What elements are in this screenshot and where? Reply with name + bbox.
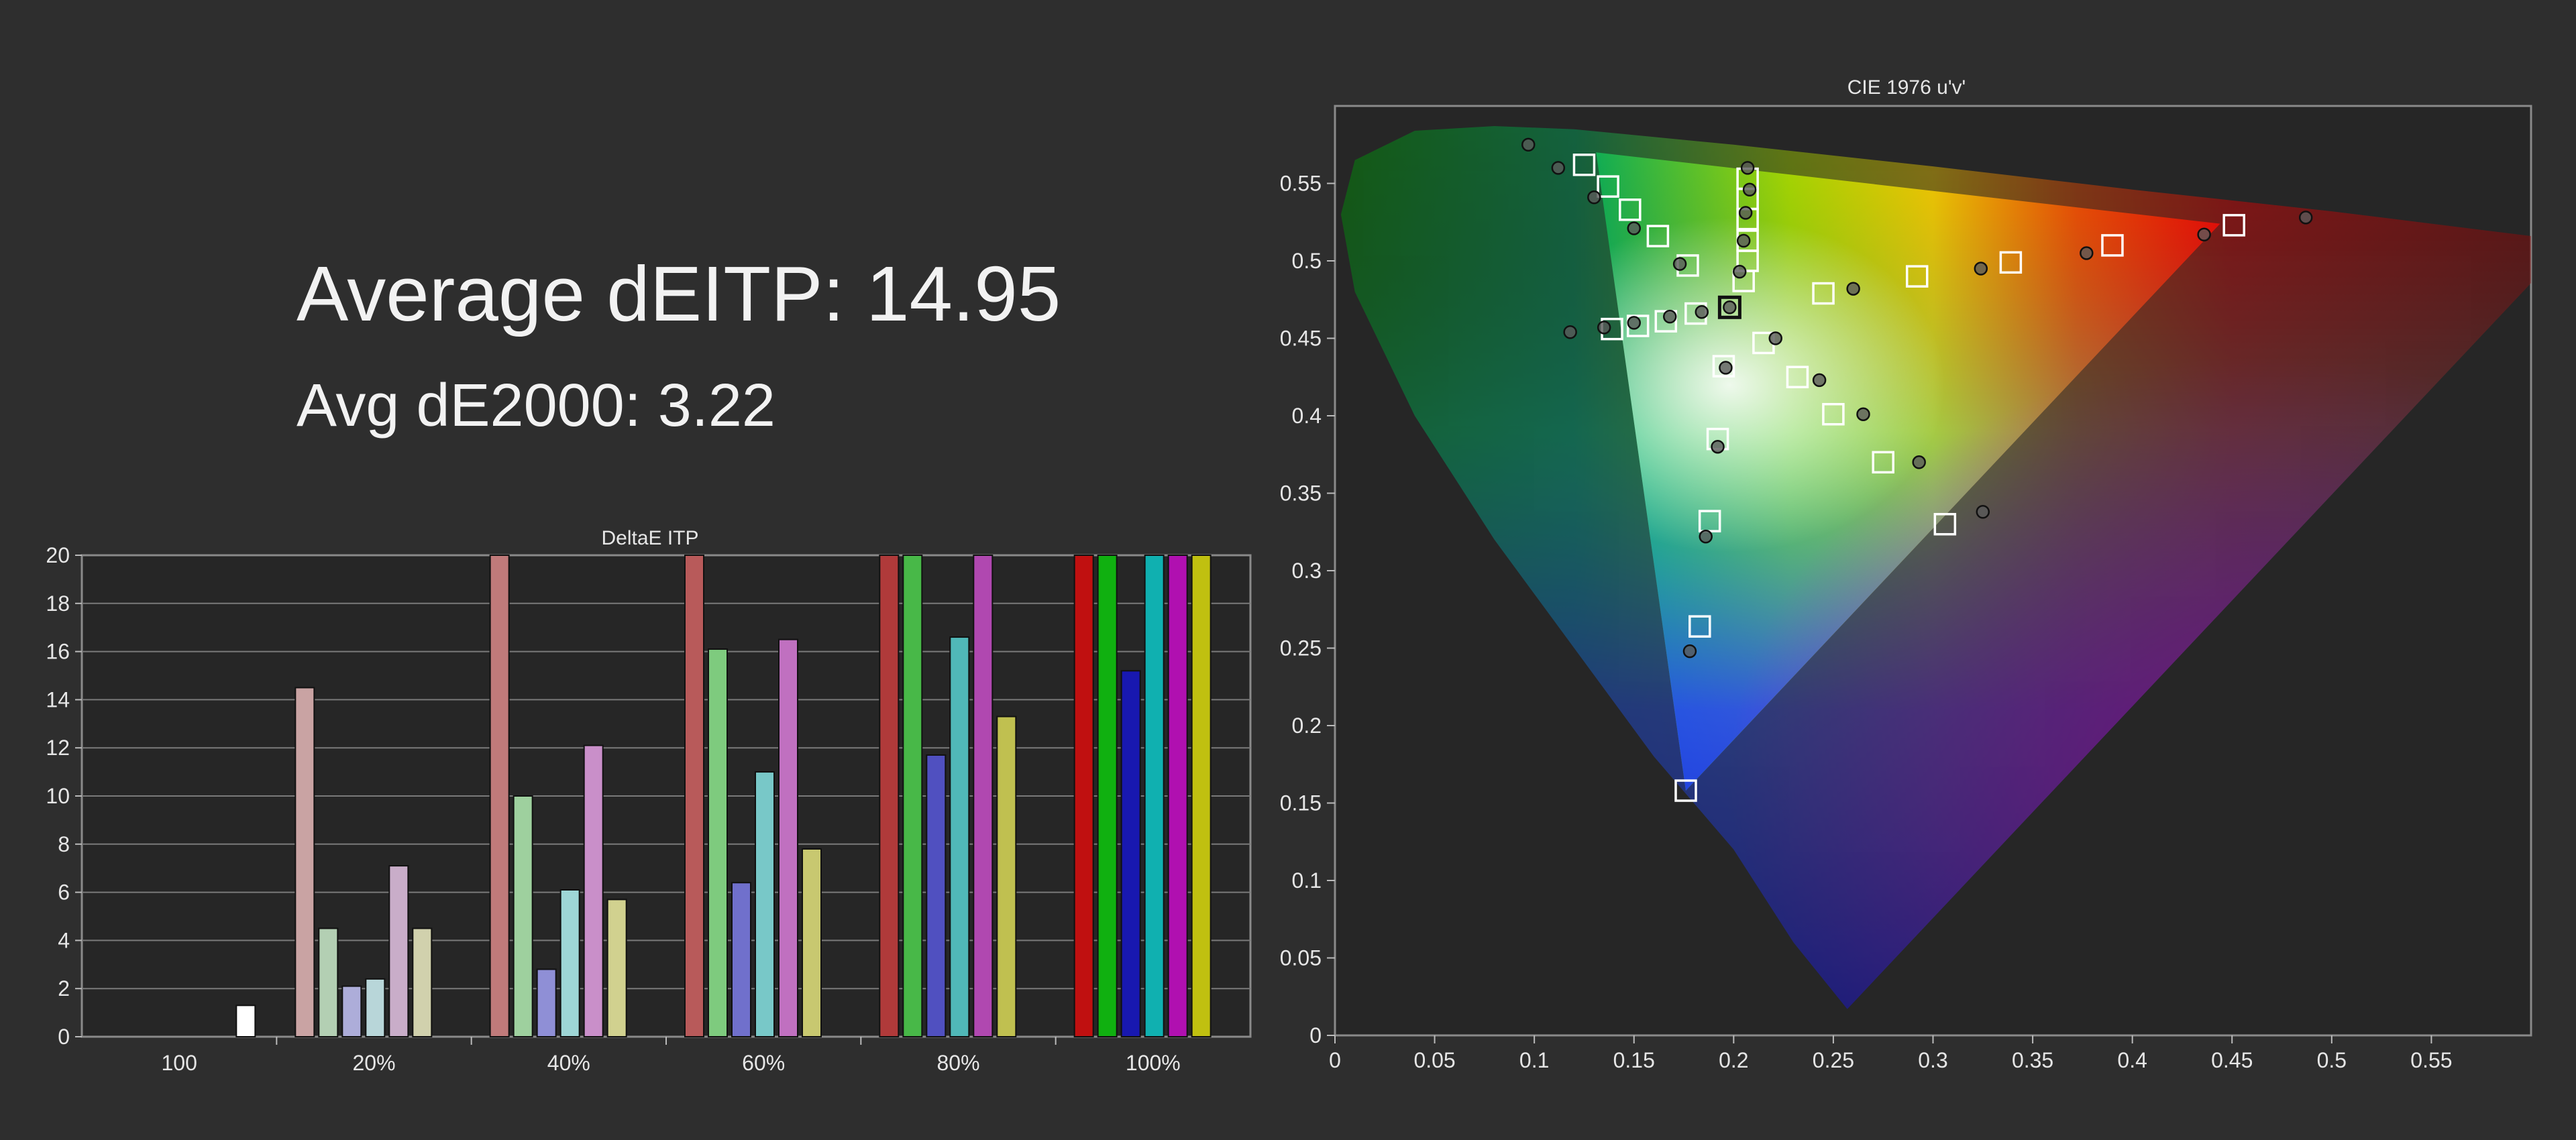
bar xyxy=(1167,555,1188,1037)
bar-chart-title: DeltaE ITP xyxy=(601,527,698,549)
bar xyxy=(996,716,1017,1038)
bar xyxy=(1120,670,1141,1037)
bar xyxy=(802,848,822,1037)
bar-x-tick-label: 100% xyxy=(1126,1051,1181,1075)
bar xyxy=(731,882,751,1037)
bar xyxy=(879,555,900,1037)
bar xyxy=(926,754,947,1037)
bar xyxy=(684,555,704,1037)
bar xyxy=(341,985,362,1037)
bar xyxy=(902,555,923,1037)
bar xyxy=(1144,555,1165,1037)
bar xyxy=(1073,555,1094,1037)
bar-x-tick-label: 20% xyxy=(352,1051,395,1075)
bar xyxy=(365,978,386,1037)
avg-de2000-label: Avg dE2000: 3.22 xyxy=(297,372,775,439)
bar xyxy=(412,927,433,1037)
bar xyxy=(559,889,580,1038)
bar-x-tick-label: 80% xyxy=(936,1051,979,1075)
bar-y-tick-label: 4 xyxy=(58,928,70,952)
bar xyxy=(318,927,339,1037)
bar xyxy=(949,636,970,1037)
bar xyxy=(973,555,994,1037)
bar xyxy=(778,638,798,1037)
bar-y-tick-label: 8 xyxy=(58,832,70,856)
bar xyxy=(536,968,557,1037)
bar-x-tick-label: 60% xyxy=(742,1051,785,1075)
bar xyxy=(489,555,510,1037)
bar-y-tick-label: 18 xyxy=(46,591,70,616)
bar xyxy=(606,899,627,1037)
bar-y-tick-label: 12 xyxy=(46,736,70,760)
bar-y-tick-label: 6 xyxy=(58,880,70,905)
bar xyxy=(755,771,775,1037)
bar-y-tick-label: 16 xyxy=(46,640,70,664)
bar xyxy=(388,865,409,1037)
bar-y-tick-label: 2 xyxy=(58,976,70,1001)
bar xyxy=(294,687,315,1037)
bar xyxy=(235,1005,256,1037)
bar xyxy=(1097,555,1118,1037)
bar-y-tick-label: 0 xyxy=(58,1025,70,1049)
bar xyxy=(708,648,728,1037)
bar-x-tick-label: 100 xyxy=(161,1051,197,1075)
bar xyxy=(583,744,604,1037)
bar-x-tick-label: 40% xyxy=(547,1051,590,1075)
average-deitp-label: Average dEITP: 14.95 xyxy=(297,250,1061,337)
bar-y-tick-label: 20 xyxy=(46,543,70,567)
bar-y-tick-label: 14 xyxy=(46,687,70,711)
bar-y-tick-label: 10 xyxy=(46,784,70,808)
bar xyxy=(1191,555,1212,1037)
bar xyxy=(513,795,533,1037)
